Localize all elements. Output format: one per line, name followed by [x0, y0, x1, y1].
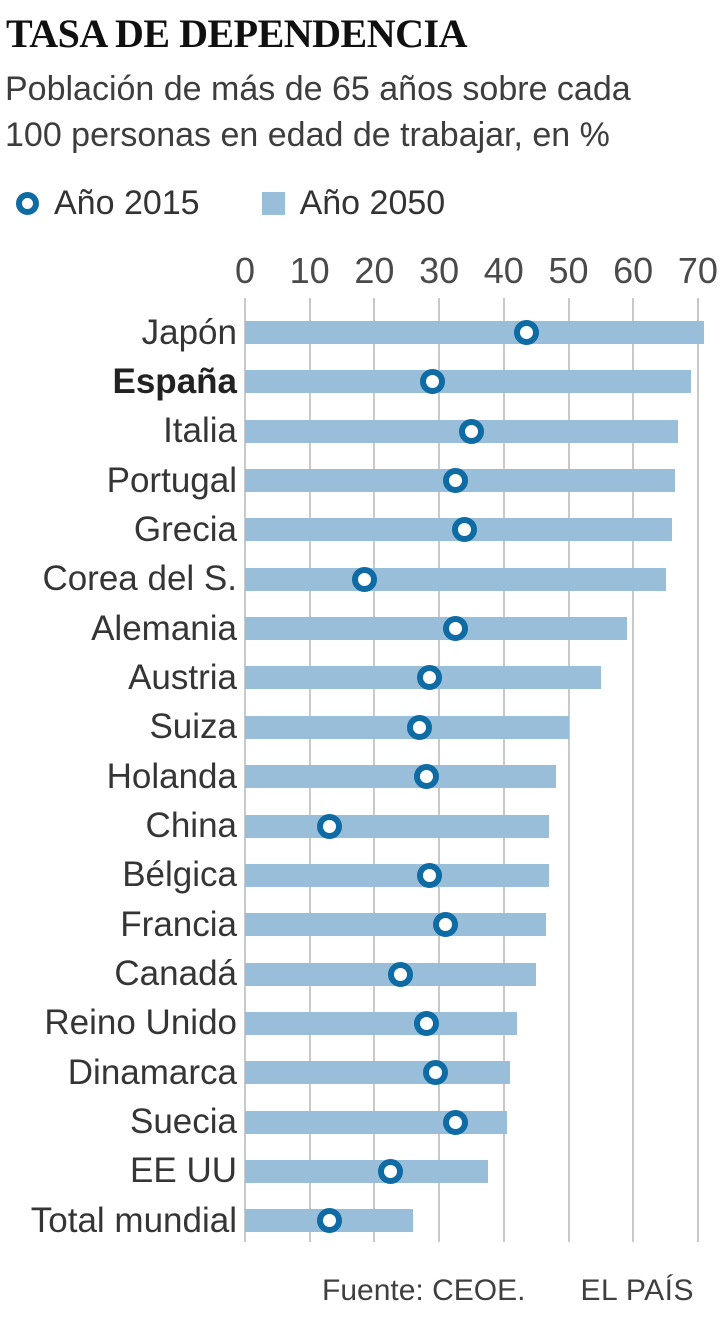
chart-row: Canadá: [0, 950, 720, 999]
chart-row: China: [0, 802, 720, 851]
row-label: Dinamarca: [67, 1052, 237, 1092]
row-label: Corea del S.: [42, 559, 237, 599]
dot-2015: [316, 1208, 342, 1234]
dot-2015: [420, 369, 446, 395]
dot-2015: [442, 616, 468, 642]
tick-label-50: 50: [548, 250, 589, 291]
x-axis: 0 10 20 30 40 50 60 70: [0, 250, 720, 294]
row-label: Total mundial: [30, 1200, 237, 1240]
chart-row: Reino Unido: [0, 999, 720, 1048]
bar-2050: [245, 370, 692, 394]
tick-label-20: 20: [354, 250, 395, 291]
row-label: España: [112, 361, 238, 401]
bar-2050: [245, 715, 569, 739]
tick-label-60: 60: [613, 250, 654, 291]
row-label: EE UU: [130, 1151, 237, 1191]
chart-row: Suecia: [0, 1098, 720, 1147]
chart-row: Japón: [0, 308, 720, 357]
chart-row: Dinamarca: [0, 1048, 720, 1097]
dot-2015: [513, 320, 539, 345]
legend: Año 2015 Año 2050: [16, 184, 445, 223]
chart-row: Italia: [0, 407, 720, 456]
chart-row: Portugal: [0, 456, 720, 505]
row-label: Suecia: [129, 1102, 237, 1142]
bar-2050: [245, 765, 556, 789]
chart-row: Total mundial: [0, 1196, 720, 1245]
dot-2015: [316, 813, 342, 839]
dot-2015: [352, 566, 378, 592]
chart-row: Austria: [0, 653, 720, 702]
tick-label-70: 70: [677, 250, 718, 291]
dot-2015: [452, 517, 478, 543]
dot-2015: [433, 912, 459, 938]
ring-marker-icon: [16, 192, 39, 215]
chart-subtitle: Población de más de 65 años sobre cada 1…: [5, 66, 631, 158]
chart-row: Francia: [0, 900, 720, 949]
row-label: Italia: [163, 411, 237, 451]
dot-2015: [416, 665, 442, 691]
tick-label-0: 0: [234, 250, 256, 291]
dot-2015: [442, 1109, 468, 1135]
bar-2050: [245, 1110, 508, 1134]
chart-row: EE UU: [0, 1147, 720, 1196]
chart-row: España: [0, 357, 720, 406]
source-label: Fuente: CEOE.: [322, 1274, 526, 1307]
gridline: [632, 298, 635, 1242]
bar-2050: [245, 567, 666, 591]
bar-2050: [245, 1061, 511, 1085]
tick-label-30: 30: [419, 250, 460, 291]
dot-2015: [458, 418, 484, 444]
row-label: Austria: [128, 657, 237, 697]
chart-subtitle-line-1: Población de más de 65 años sobre cada: [5, 70, 631, 108]
dot-2015: [413, 764, 439, 790]
dot-2015: [378, 1158, 404, 1184]
tick-label-40: 40: [483, 250, 524, 291]
bar-2050: [245, 1159, 488, 1183]
dot-2015: [416, 862, 442, 888]
row-label: Grecia: [133, 509, 237, 549]
bar-2050: [245, 863, 550, 887]
row-label: Alemania: [91, 608, 237, 648]
gridline: [567, 298, 570, 1242]
legend-item-2050: Año 2050: [261, 184, 446, 223]
square-marker-icon: [261, 192, 285, 215]
row-label: Francia: [120, 904, 237, 944]
chart-row: Grecia: [0, 505, 720, 554]
row-label: Suiza: [149, 707, 237, 747]
tick-label-10: 10: [289, 250, 330, 291]
chart-row: Holanda: [0, 752, 720, 801]
dot-2015: [423, 1060, 449, 1086]
dot-2015: [387, 961, 413, 987]
gridline: [696, 298, 699, 1242]
row-label: Canadá: [114, 954, 237, 994]
dot-2015: [413, 1010, 439, 1036]
row-label: Portugal: [106, 460, 237, 500]
row-label: Bélgica: [122, 855, 237, 895]
page-title: TASA DE DEPENDENCIA: [6, 11, 467, 56]
row-label: Reino Unido: [44, 1003, 237, 1043]
dot-2015: [407, 714, 433, 740]
bar-2050: [245, 321, 705, 344]
chart-row: Alemania: [0, 604, 720, 653]
bar-2050: [245, 913, 546, 937]
chart-row: Bélgica: [0, 851, 720, 900]
brand-label: EL PAÍS: [580, 1274, 694, 1307]
bar-2050: [245, 1011, 517, 1035]
row-label: Holanda: [106, 756, 237, 796]
legend-item-2015: Año 2015: [16, 184, 200, 223]
row-label: Japón: [141, 312, 237, 352]
legend-label-2050: Año 2050: [299, 184, 446, 222]
chart-row: Suiza: [0, 703, 720, 752]
legend-label-2015: Año 2015: [54, 184, 200, 222]
chart-subtitle-line-2: 100 personas en edad de trabajar, en %: [5, 116, 610, 154]
row-label: China: [145, 806, 237, 845]
dot-2015: [442, 468, 468, 494]
bar-2050: [245, 617, 627, 641]
bar-2050: [245, 814, 550, 838]
chart-row: Corea del S.: [0, 555, 720, 604]
